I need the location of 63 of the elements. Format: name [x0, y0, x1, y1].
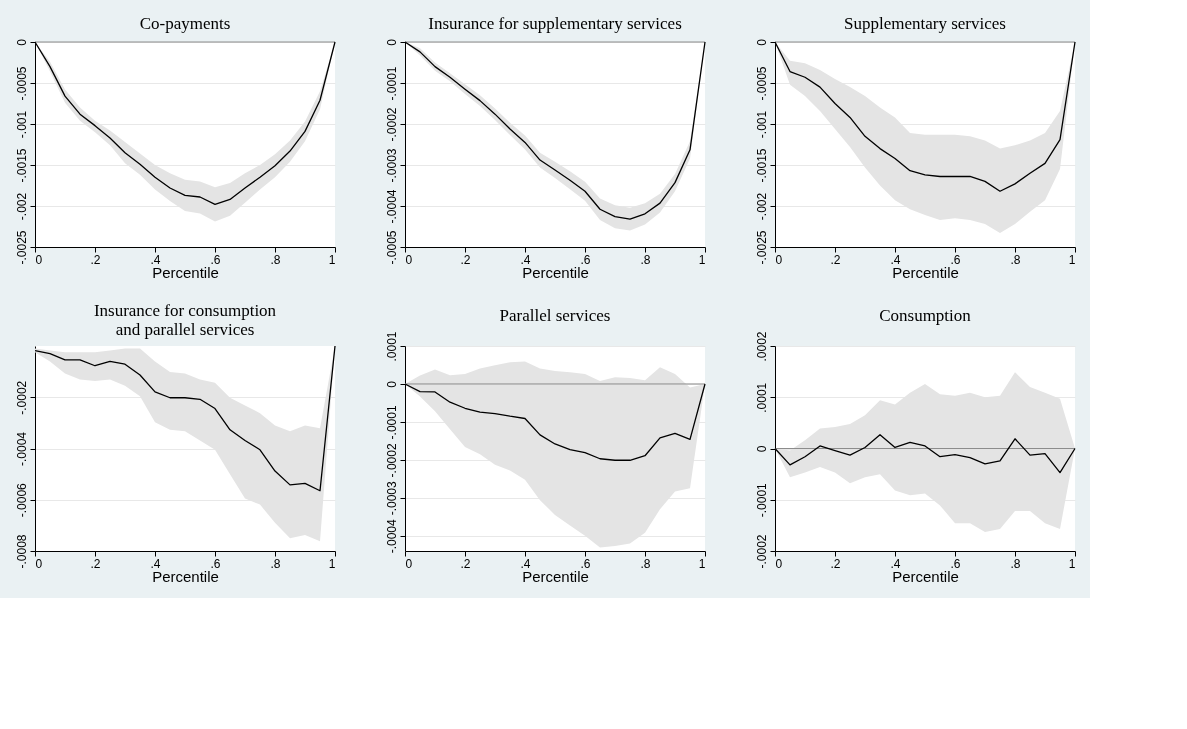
chart-title: Co-payments: [139, 13, 231, 33]
x-tick-label: 1: [328, 252, 336, 267]
x-tick-label: .2: [90, 556, 101, 571]
y-tick-label: 0: [14, 38, 29, 46]
y-tick-label: -.0005: [754, 66, 769, 101]
x-tick-label: .2: [460, 252, 471, 267]
x-tick-label: .8: [1010, 252, 1021, 267]
y-tick-label: -.001: [754, 110, 769, 139]
x-tick-label: .8: [270, 252, 281, 267]
y-tick-label: .0001: [384, 331, 399, 362]
y-tick-label: -.0025: [14, 230, 29, 265]
x-tick-label: 0: [405, 556, 413, 571]
y-tick-label: -.0001: [754, 482, 769, 518]
x-tick-label: 1: [1068, 252, 1076, 267]
x-tick-label: .2: [460, 556, 471, 571]
y-tick-label: -.0002: [384, 443, 399, 478]
y-tick-label: .0002: [754, 331, 769, 362]
chart-title: Parallel services: [499, 305, 611, 325]
y-tick-label: -.0001: [384, 66, 399, 101]
y-tick-label: -.0002: [754, 534, 769, 569]
x-tick-label: .2: [90, 252, 101, 267]
y-tick-label: -.002: [754, 192, 769, 221]
y-tick-label: -.0005: [14, 66, 29, 101]
chart-title: Insurance for consumption and parallel services: [93, 301, 277, 340]
y-tick-label: -.0004: [384, 189, 399, 224]
x-tick-label: 1: [1068, 556, 1076, 571]
x-tick-label: 1: [328, 556, 336, 571]
y-tick-label: -.0001: [384, 405, 399, 440]
x-tick-label: .8: [270, 556, 281, 571]
chart-title: Insurance for supplementary services: [428, 13, 682, 33]
y-tick-label: .0001: [754, 382, 769, 413]
y-tick-label: -.0002: [14, 380, 29, 415]
x-tick-label: .2: [830, 252, 841, 267]
chart-title: Supplementary services: [844, 13, 1006, 33]
x-tick-label: 0: [775, 252, 783, 267]
y-tick-label: -.0025: [754, 230, 769, 265]
x-tick-label: .8: [640, 252, 651, 267]
x-tick-label: 0: [35, 252, 43, 267]
y-tick-label: 0: [754, 445, 769, 453]
y-tick-label: -.0005: [384, 230, 399, 265]
y-tick-label: -.0004: [14, 431, 29, 467]
y-tick-label: -.0006: [14, 482, 29, 518]
y-tick-label: -.0015: [14, 148, 29, 183]
y-tick-label: -.0003: [384, 481, 399, 516]
x-tick-label: 0: [35, 556, 43, 571]
chart-title: Consumption: [879, 305, 972, 325]
x-tick-label: .8: [640, 556, 651, 571]
y-tick-label: -.0008: [14, 534, 29, 569]
y-tick-label: -.0002: [384, 107, 399, 142]
y-tick-label: -.002: [14, 192, 29, 221]
x-tick-label: .8: [1010, 556, 1021, 571]
x-tick-label: 0: [775, 556, 783, 571]
y-tick-label: -.0003: [384, 148, 399, 183]
y-tick-label: -.001: [14, 110, 29, 139]
x-tick-label: .2: [830, 556, 841, 571]
x-tick-label: 0: [405, 252, 413, 267]
y-tick-label: 0: [384, 380, 399, 388]
y-tick-label: 0: [384, 38, 399, 46]
y-tick-label: -.0015: [754, 148, 769, 183]
x-tick-label: 1: [698, 556, 706, 571]
x-tick-label: 1: [698, 252, 706, 267]
y-tick-label: 0: [754, 38, 769, 46]
y-tick-label: -.0004: [384, 518, 399, 554]
